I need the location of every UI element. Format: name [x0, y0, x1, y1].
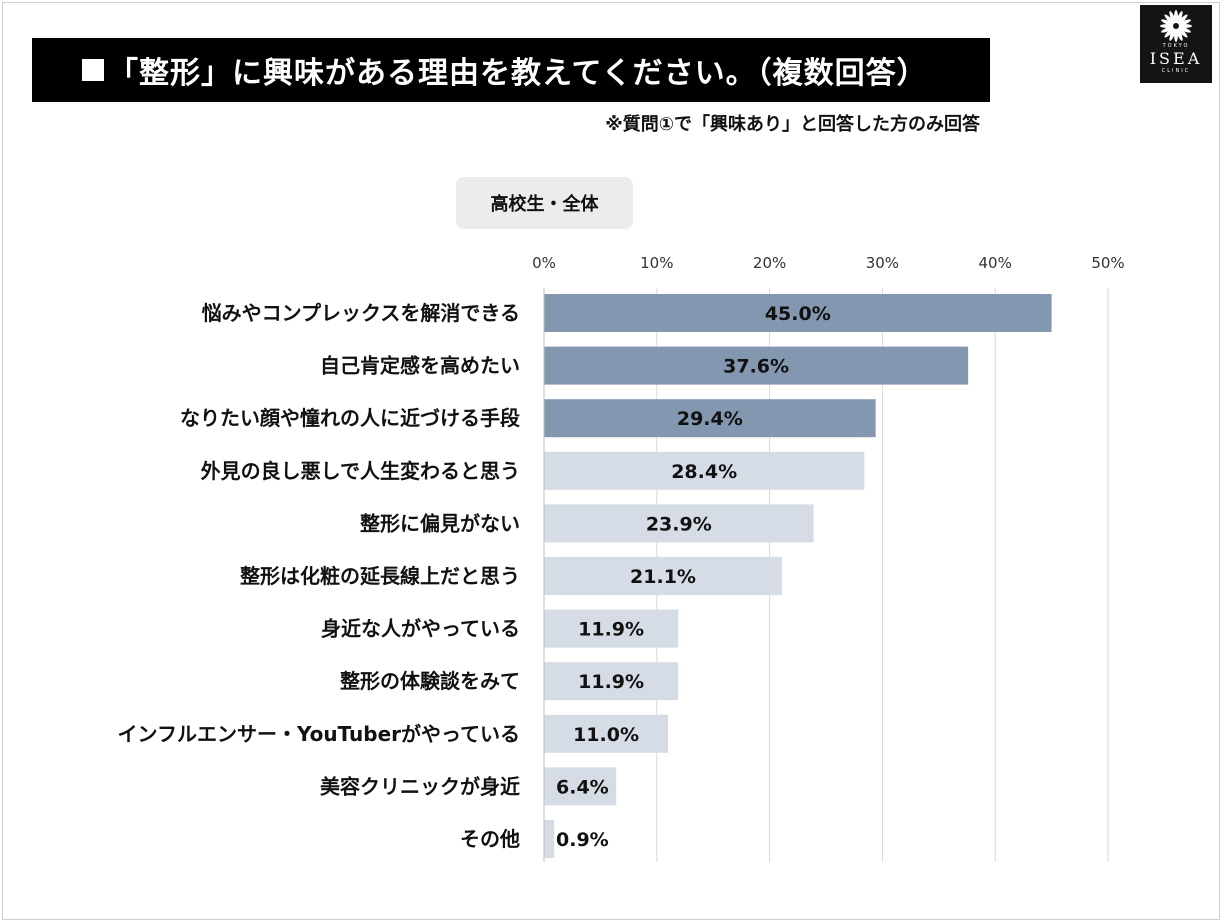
data-label: 11.0% [573, 724, 639, 746]
category-label: 自己肯定感を高めたい [320, 354, 520, 378]
category-label: 整形に偏見がない [359, 511, 520, 535]
bar [544, 346, 969, 385]
data-label: 21.1% [630, 566, 696, 588]
data-label: 28.4% [671, 461, 737, 483]
bar [544, 399, 876, 438]
category-label: 整形の体験談をみて [339, 669, 520, 693]
square-bullet-icon [82, 59, 104, 81]
data-label: 29.4% [677, 408, 743, 430]
x-tick-label: 10% [640, 254, 673, 272]
title-bar: 「整形」に興味がある理由を教えてください。（複数回答） [32, 38, 990, 102]
flower-icon [1160, 10, 1192, 42]
logo-petal [1161, 19, 1177, 27]
logo-petal [1175, 25, 1191, 33]
clinic-logo: TOKYO ISEA CLINIC [1140, 5, 1212, 83]
bar [544, 820, 555, 858]
category-label: 外見の良し悪しで人生変わると思う [201, 459, 520, 483]
x-tick-label: 0% [532, 254, 556, 272]
logo-petal [1175, 11, 1183, 27]
data-label: 11.9% [578, 619, 644, 641]
category-label: なりたい顔や憧れの人に近づける手段 [180, 406, 520, 430]
bar [544, 294, 1052, 332]
data-label: 37.6% [723, 356, 789, 378]
x-tick-label: 40% [979, 254, 1012, 272]
bar [544, 451, 865, 490]
bar [544, 714, 669, 753]
data-label: 6.4% [556, 776, 609, 798]
category-label: 美容クリニックが身近 [320, 774, 520, 798]
bar [544, 609, 679, 648]
page-title: 「整形」に興味がある理由を教えてください。（複数回答） [108, 56, 928, 91]
bar [544, 557, 783, 595]
logo-top-text: TOKYO [1162, 43, 1190, 49]
logo-center [1173, 23, 1179, 29]
question-note: ※質問①で「興味あり」と回答した方のみ回答 [605, 114, 980, 135]
logo-name: ISEA [1149, 49, 1203, 68]
bar [544, 767, 617, 806]
category-label: 悩みやコンプレックスを解消できる [202, 301, 520, 325]
x-tick-label: 30% [866, 254, 899, 272]
data-label: 0.9% [556, 829, 609, 851]
segment-label: 高校生・全体 [456, 177, 633, 229]
bar [544, 662, 679, 701]
logo-petal [1169, 11, 1177, 27]
category-label: 整形は化粧の延長線上だと思う [239, 564, 520, 588]
category-label: インフルエンサー・YouTuberがやっている [118, 722, 520, 746]
data-label: 11.9% [578, 671, 644, 693]
category-label: その他 [460, 827, 520, 851]
data-label: 45.0% [765, 303, 831, 325]
x-tick-label: 50% [1091, 254, 1124, 272]
category-label: 身近な人がやっている [321, 617, 520, 641]
logo-bottom-text: CLINIC [1161, 68, 1191, 74]
bar [544, 504, 814, 543]
x-tick-label: 20% [753, 254, 786, 272]
data-label: 23.9% [646, 513, 712, 535]
logo-petal [1169, 25, 1177, 41]
